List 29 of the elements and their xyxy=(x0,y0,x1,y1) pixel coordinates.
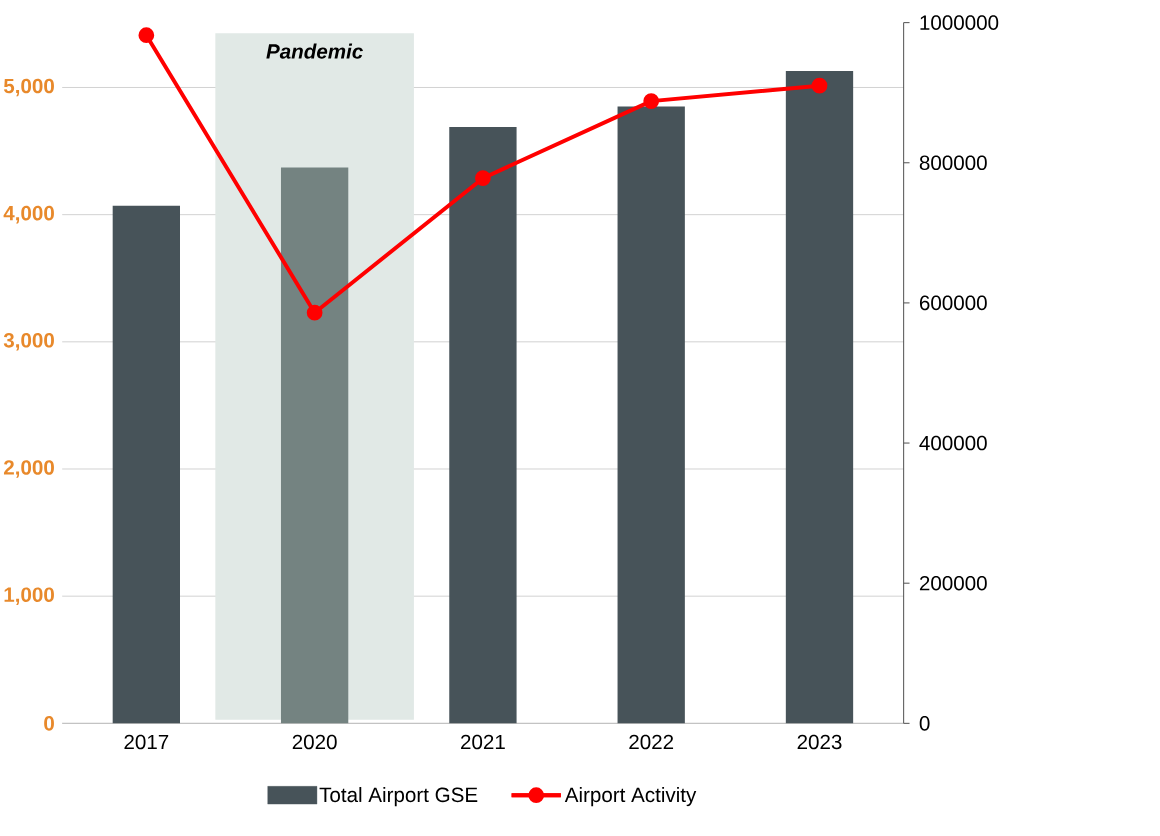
point xyxy=(306,305,323,321)
y-tick-label: 5,000 xyxy=(3,78,54,97)
point xyxy=(811,78,828,94)
y-tick-label: 1,000 xyxy=(4,587,54,606)
y-tick-label: 2,000 xyxy=(3,460,54,479)
x-tick-label: 2023 xyxy=(797,734,842,750)
y2-tick-label: 600000 xyxy=(919,295,987,311)
bar xyxy=(449,127,517,724)
x-tick-label: 2017 xyxy=(124,734,169,750)
band-label: Pandemic xyxy=(266,43,363,59)
y-tick-label: 0 xyxy=(44,716,54,731)
x-tick-label: 2022 xyxy=(629,734,674,750)
point xyxy=(643,93,660,110)
y-tick-label: 4,000 xyxy=(3,206,54,224)
bar xyxy=(112,205,180,724)
y2-tick-label: 800000 xyxy=(919,155,987,171)
bar xyxy=(785,71,854,724)
x-tick-label: 2020 xyxy=(292,734,337,750)
y-tick-label: 3,000 xyxy=(3,333,54,351)
point xyxy=(138,27,155,44)
y2-tick-label: 200000 xyxy=(919,576,987,591)
y2-tick-label: 0 xyxy=(919,716,930,731)
bar xyxy=(617,106,685,724)
y2-tick-label: 400000 xyxy=(919,436,987,451)
point xyxy=(475,170,491,187)
y2-tick-label: 1000000 xyxy=(920,15,999,31)
legend-label: Total Airport GSE xyxy=(319,787,478,807)
x-tick-label: 2021 xyxy=(461,734,505,750)
legend-label: Airport Activity xyxy=(564,787,697,807)
